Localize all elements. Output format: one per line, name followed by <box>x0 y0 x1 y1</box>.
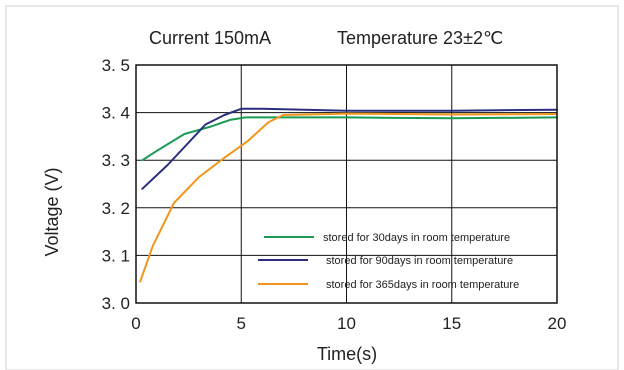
legend-label-1: stored for 30days in room temperature <box>323 232 510 244</box>
y-tick-label: 3. 4 <box>102 104 130 123</box>
y-tick-label: 3. 0 <box>102 294 130 313</box>
series-line-3 <box>139 112 558 283</box>
legend-label-3: stored for 365days in room temperature <box>326 279 519 291</box>
x-tick-label: 0 <box>131 314 140 333</box>
chart-title: Current 150mA <box>149 28 271 48</box>
y-tick-label: 3. 5 <box>102 56 130 75</box>
y-axis-ticks: 3. 0 3. 1 3. 2 3. 3 3. 4 3. 5 <box>102 56 130 313</box>
y-tick-label: 3. 2 <box>102 199 130 218</box>
y-tick-label: 3. 3 <box>102 151 130 170</box>
x-tick-label: 5 <box>237 314 246 333</box>
chart-subtitle: Temperature 23±2℃ <box>337 28 503 48</box>
x-tick-label: 15 <box>442 314 461 333</box>
plot-border <box>135 64 558 304</box>
y-axis-label: Voltage (V) <box>42 167 62 256</box>
legend-label-2: stored for 90days in room temperature <box>326 255 513 267</box>
x-tick-label: 10 <box>337 314 356 333</box>
grid <box>135 64 558 304</box>
y-tick-label: 3. 1 <box>102 246 130 265</box>
x-axis-ticks: 0 5 10 15 20 <box>131 314 566 333</box>
x-axis-label: Time(s) <box>317 344 377 364</box>
series-line-2 <box>141 107 558 190</box>
x-tick-label: 20 <box>548 314 567 333</box>
series-line-1 <box>141 116 558 162</box>
series-layer <box>139 107 558 283</box>
legend: stored for 30days in room temperature sto… <box>258 232 519 291</box>
figure-border <box>5 5 619 370</box>
